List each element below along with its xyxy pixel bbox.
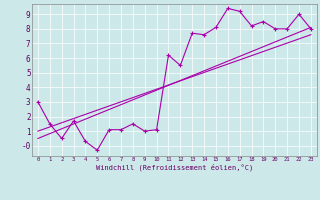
- X-axis label: Windchill (Refroidissement éolien,°C): Windchill (Refroidissement éolien,°C): [96, 164, 253, 171]
